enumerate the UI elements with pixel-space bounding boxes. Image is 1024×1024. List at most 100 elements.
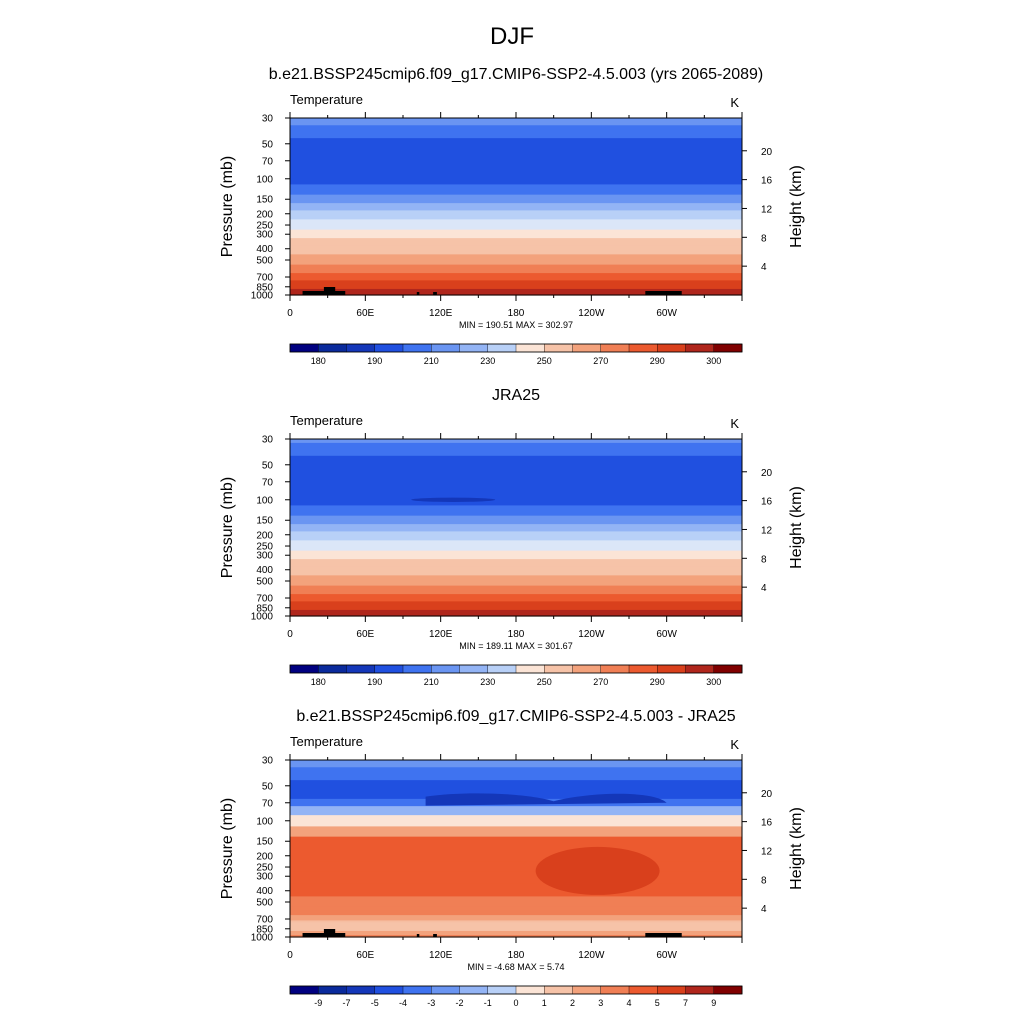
- x-tick-label: 180: [508, 950, 525, 961]
- panel-1: b.e21.BSSP245cmip6.f09_g17.CMIP6-SSP2-4.…: [219, 66, 805, 366]
- colorbar-box: [402, 664, 432, 674]
- y-tick-label: 200: [256, 530, 273, 541]
- x-tick-label: 60E: [356, 629, 374, 640]
- y2-axis-label: Height (km): [788, 486, 805, 569]
- colorbar-box: [685, 985, 715, 995]
- y-tick-label: 150: [256, 195, 273, 206]
- y-tick-label: 30: [262, 435, 274, 446]
- colorbar-label: -1: [484, 998, 492, 1008]
- colorbar-box: [600, 985, 630, 995]
- contour-band: [290, 861, 742, 873]
- contour-band: [290, 273, 742, 281]
- colorbar-box: [515, 343, 545, 353]
- colorbar-box: [515, 985, 545, 995]
- y2-tick-label: 12: [761, 846, 773, 857]
- colorbar-box: [459, 985, 489, 995]
- colorbar-frame: [289, 343, 743, 353]
- contour-band: [290, 288, 742, 294]
- colorbar-label: 2: [570, 998, 575, 1008]
- colorbar-label: 1: [542, 998, 547, 1008]
- x-tick-label: 180: [508, 308, 525, 319]
- contour-band: [290, 473, 742, 492]
- panel-title: b.e21.BSSP245cmip6.f09_g17.CMIP6-SSP2-4.…: [269, 66, 764, 83]
- y-tick-label: 250: [256, 863, 273, 874]
- contour-band: [290, 229, 742, 239]
- contour-feature: [535, 846, 660, 895]
- figure-title: DJF: [490, 23, 534, 50]
- contour-band: [290, 540, 742, 552]
- contour-band: [290, 767, 742, 781]
- y-tick-label: 30: [262, 756, 274, 767]
- y2-tick-label: 4: [761, 262, 767, 273]
- colorbar-box: [346, 985, 376, 995]
- x-tick-label: 60W: [656, 629, 677, 640]
- colorbar-label: 9: [711, 998, 716, 1008]
- colorbar-box: [318, 664, 347, 674]
- colorbar-box: [346, 664, 376, 674]
- contour-band: [290, 455, 742, 474]
- terrain-mark: [416, 934, 420, 937]
- contour-feature: [290, 920, 742, 929]
- colorbar-box: [431, 343, 460, 353]
- x-tick-label: 0: [287, 950, 293, 961]
- y-axis-label: Pressure (mb): [219, 156, 236, 257]
- contour-band: [290, 169, 742, 186]
- y-axis-label: Pressure (mb): [219, 477, 236, 578]
- colorbar-box: [713, 664, 743, 674]
- x-tick-label: 120W: [578, 950, 605, 961]
- colorbar-box: [289, 664, 319, 674]
- colorbar-box: [713, 985, 743, 995]
- contour-band: [290, 442, 742, 457]
- y-tick-label: 850: [256, 603, 273, 614]
- colorbar-frame: [289, 985, 743, 995]
- colorbar-label: 230: [480, 356, 495, 366]
- contour-band: [290, 927, 742, 932]
- colorbar-box: [431, 664, 460, 674]
- contour-band: [290, 594, 742, 602]
- colorbar-box: [487, 985, 517, 995]
- colorbar-label: 180: [311, 677, 326, 687]
- colorbar-label: -2: [455, 998, 463, 1008]
- y-tick-label: 70: [262, 798, 274, 809]
- colorbar-label: -3: [427, 998, 435, 1008]
- colorbar-label: 4: [626, 998, 631, 1008]
- x-tick-label: 120W: [578, 629, 605, 640]
- colorbar-box: [657, 343, 686, 353]
- y-tick-label: 700: [256, 272, 273, 283]
- y-axis-label: Pressure (mb): [219, 798, 236, 899]
- contour-band: [290, 550, 742, 560]
- y2-axis-label: Height (km): [788, 807, 805, 890]
- contour-band: [290, 915, 742, 923]
- colorbar-box: [713, 343, 743, 353]
- y2-axis-label: Height (km): [788, 165, 805, 248]
- contour-band: [290, 254, 742, 266]
- y-tick-label: 700: [256, 593, 273, 604]
- y-tick-label: 300: [256, 872, 273, 883]
- y-tick-label: 200: [256, 209, 273, 220]
- y2-tick-label: 12: [761, 204, 773, 215]
- contour-band: [290, 935, 742, 938]
- y-tick-label: 400: [256, 565, 273, 576]
- colorbar-box: [628, 985, 658, 995]
- contour-band: [290, 505, 742, 517]
- terrain-mark: [433, 934, 437, 937]
- contour-band: [290, 585, 742, 595]
- contour-band: [290, 930, 742, 936]
- y-tick-label: 150: [256, 837, 273, 848]
- contour-band: [290, 609, 742, 615]
- colorbar-box: [402, 985, 432, 995]
- colorbar-label: -7: [342, 998, 350, 1008]
- x-tick-label: 60W: [656, 950, 677, 961]
- colorbar-box: [318, 343, 347, 353]
- colorbar-box: [628, 664, 658, 674]
- y-tick-label: 50: [262, 460, 274, 471]
- x-tick-label: 120E: [429, 950, 453, 961]
- panel-3: b.e21.BSSP245cmip6.f09_g17.CMIP6-SSP2-4.…: [219, 708, 805, 1008]
- y2-tick-label: 12: [761, 525, 773, 536]
- min-max-stats: MIN = 190.51 MAX = 302.97: [459, 320, 573, 330]
- contour-band: [290, 439, 742, 444]
- colorbar-box: [544, 664, 573, 674]
- panel-title: JRA25: [492, 387, 540, 404]
- colorbar-frame: [289, 664, 743, 674]
- y-tick-label: 250: [256, 542, 273, 553]
